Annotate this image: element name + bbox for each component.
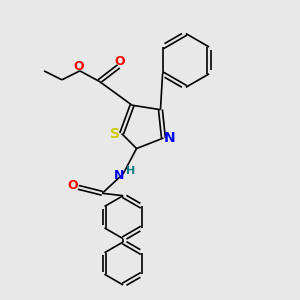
Text: O: O (73, 60, 84, 73)
Text: N: N (164, 131, 176, 145)
Text: O: O (67, 179, 78, 192)
Text: H: H (126, 167, 135, 176)
Text: S: S (110, 127, 120, 141)
Text: N: N (113, 169, 124, 182)
Text: O: O (115, 56, 125, 68)
